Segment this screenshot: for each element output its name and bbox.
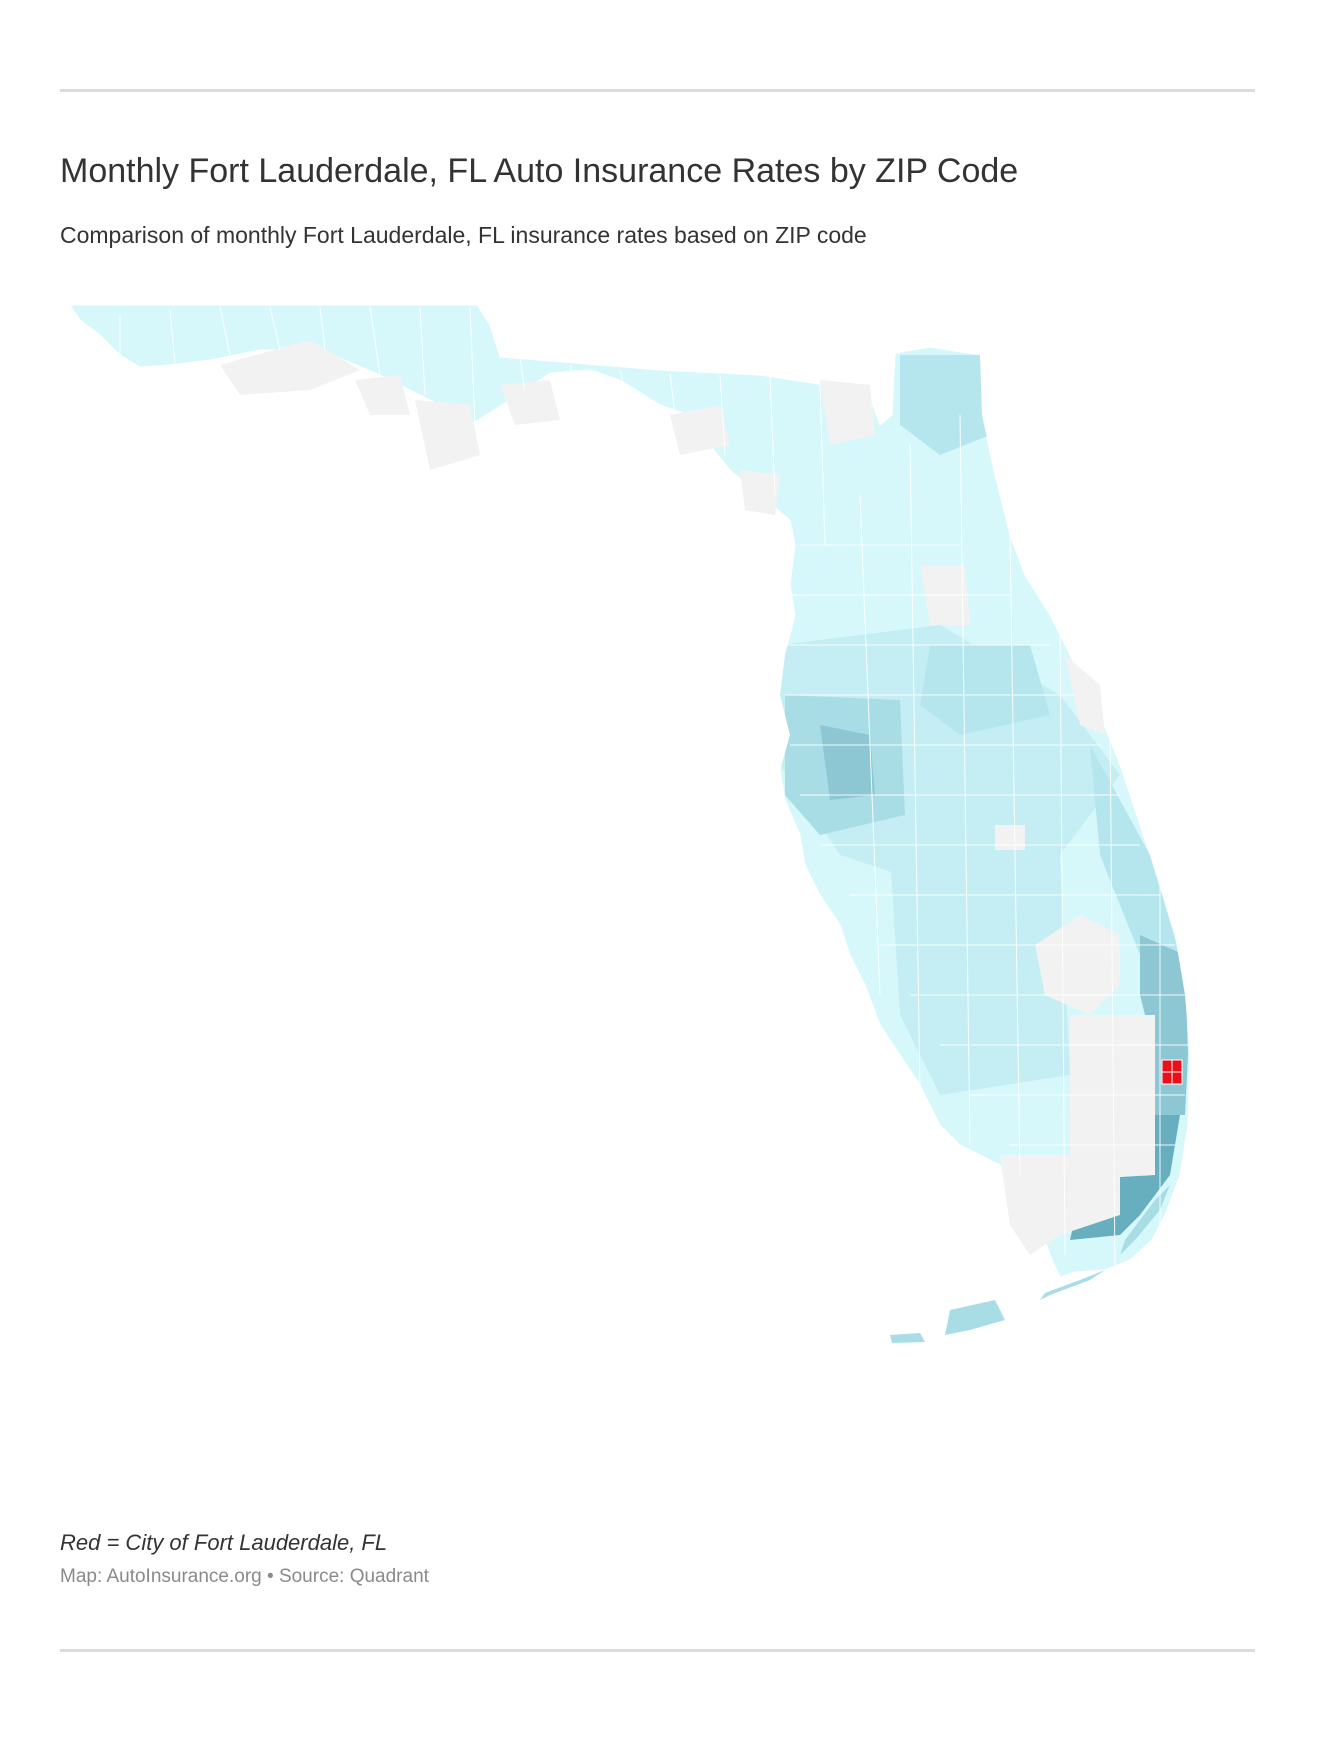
no-data-panhandle-1 bbox=[220, 340, 360, 395]
fort-lauderdale-zip bbox=[1171, 1059, 1183, 1073]
no-data-panhandle-2 bbox=[355, 375, 410, 415]
fort-lauderdale-zip bbox=[1161, 1071, 1173, 1085]
no-data-areas bbox=[220, 340, 1155, 1255]
no-data-central bbox=[995, 825, 1025, 850]
keys-lower bbox=[945, 1300, 1005, 1335]
florida-zip-map bbox=[60, 295, 1260, 1510]
top-divider bbox=[60, 89, 1255, 92]
no-data-panhandle-4 bbox=[500, 380, 560, 425]
page-subtitle: Comparison of monthly Fort Lauderdale, F… bbox=[60, 222, 867, 248]
southwest-shading bbox=[890, 855, 1070, 1095]
no-data-big-bend bbox=[670, 405, 730, 455]
no-data-east-coast bbox=[1065, 655, 1105, 735]
no-data-panhandle-3 bbox=[415, 400, 480, 470]
legend-note: Red = City of Fort Lauderdale, FL bbox=[60, 1530, 388, 1555]
fort-lauderdale-zips bbox=[1161, 1059, 1183, 1085]
florida-keys bbox=[890, 1185, 1170, 1343]
no-data-everglades bbox=[1000, 1155, 1120, 1255]
page-title: Monthly Fort Lauderdale, FL Auto Insuran… bbox=[60, 152, 1019, 190]
no-data-gulf-coast bbox=[740, 470, 780, 515]
jacksonville-shading bbox=[900, 355, 990, 455]
fort-lauderdale-zip bbox=[1161, 1059, 1173, 1073]
keys-upper bbox=[1120, 1185, 1170, 1255]
bottom-divider bbox=[60, 1649, 1255, 1652]
tampa-core-shading bbox=[820, 725, 875, 800]
key-west bbox=[890, 1333, 925, 1343]
no-data-big-cypress bbox=[1070, 1015, 1155, 1180]
fort-lauderdale-zip bbox=[1171, 1071, 1183, 1085]
map-svg bbox=[69, 304, 1191, 1343]
no-data-lake-okeechobee bbox=[1035, 915, 1120, 1015]
keys-middle bbox=[1040, 1270, 1105, 1300]
orlando-shading bbox=[920, 645, 1050, 735]
source-credit: Map: AutoInsurance.org • Source: Quadran… bbox=[60, 1566, 429, 1587]
no-data-north-central bbox=[820, 380, 875, 445]
east-coast-shading bbox=[1090, 745, 1180, 955]
